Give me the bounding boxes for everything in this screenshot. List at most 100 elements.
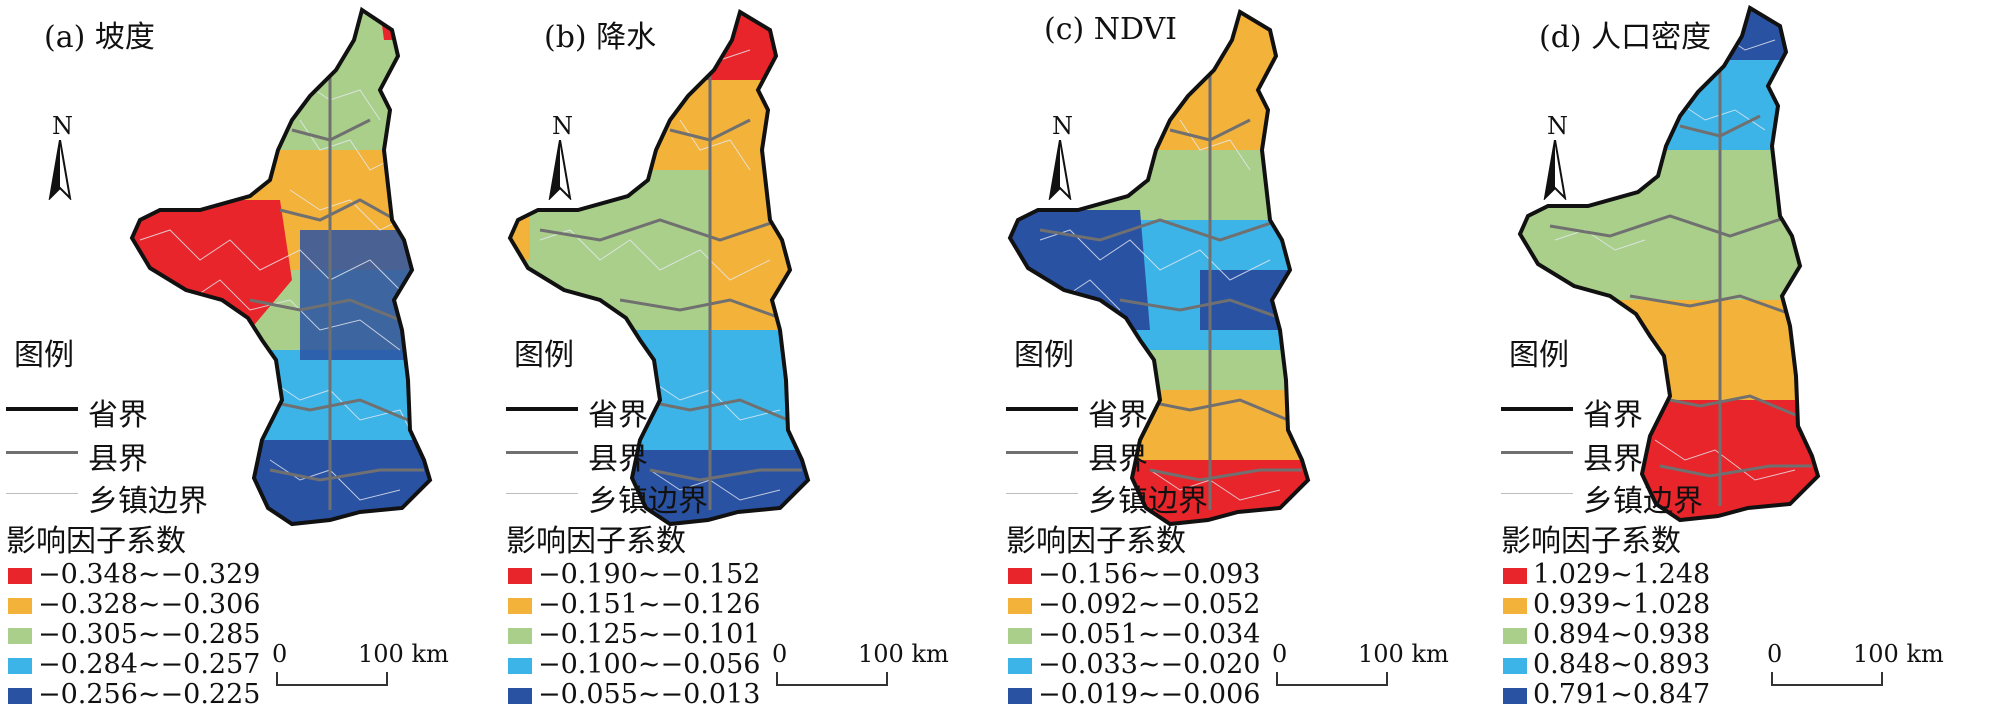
class-swatch bbox=[1008, 688, 1032, 704]
county-line-swatch bbox=[1501, 451, 1573, 454]
class-swatch bbox=[1503, 598, 1527, 614]
class-swatch bbox=[8, 598, 32, 614]
map-ndvi bbox=[1007, 8, 1311, 527]
class-swatch bbox=[1503, 658, 1527, 674]
county-line-swatch bbox=[6, 451, 78, 454]
county-line-swatch bbox=[506, 451, 578, 454]
map-population-density bbox=[1517, 4, 1821, 523]
scale-start: 0 bbox=[272, 640, 288, 668]
legend-line-township: 乡镇边界 bbox=[1006, 478, 1266, 519]
legend-title: 图例 bbox=[14, 338, 74, 373]
legend-title: 图例 bbox=[514, 338, 574, 373]
legend-class-2: −0.328~−0.306 bbox=[8, 589, 268, 620]
legend-class-1: −0.190~−0.152 bbox=[508, 559, 768, 590]
panel-title: (b) 降水 bbox=[544, 20, 657, 55]
class-swatch bbox=[508, 598, 532, 614]
legend-class-2: 0.939~1.028 bbox=[1503, 589, 1763, 620]
legend-line-province: 省界 bbox=[6, 392, 266, 433]
scale-end: 100 km bbox=[858, 640, 949, 668]
north-arrow-icon bbox=[1543, 140, 1567, 200]
north-arrow: N bbox=[1044, 112, 1084, 202]
class-swatch bbox=[1503, 628, 1527, 644]
legend-class-3: −0.305~−0.285 bbox=[8, 619, 268, 650]
class-swatch bbox=[1503, 568, 1527, 584]
legend-line-province: 省界 bbox=[1006, 392, 1266, 433]
legend-class-5: −0.019~−0.006 bbox=[1008, 679, 1268, 710]
panel-title: (a) 坡度 bbox=[44, 20, 155, 55]
legend-line-township: 乡镇边界 bbox=[1501, 478, 1761, 519]
legend-class-4: 0.848~0.893 bbox=[1503, 649, 1763, 680]
class-label: 0.894~0.938 bbox=[1533, 619, 1711, 650]
legend-line-province: 省界 bbox=[506, 392, 766, 433]
north-arrow-icon bbox=[1048, 140, 1072, 200]
class-label: −0.328~−0.306 bbox=[38, 589, 261, 620]
north-arrow: N bbox=[544, 112, 584, 202]
legend-class-4: −0.284~−0.257 bbox=[8, 649, 268, 680]
class-label: −0.092~−0.052 bbox=[1038, 589, 1261, 620]
legend-line-label: 县界 bbox=[588, 442, 648, 477]
legend-line-county: 县界 bbox=[506, 436, 766, 477]
class-swatch bbox=[1008, 568, 1032, 584]
legend-line-label: 乡镇边界 bbox=[1583, 484, 1703, 519]
north-arrow: N bbox=[1539, 112, 1579, 202]
class-label: −0.125~−0.101 bbox=[538, 619, 761, 650]
legend-line-county: 县界 bbox=[1501, 436, 1761, 477]
class-swatch bbox=[1008, 628, 1032, 644]
class-label: −0.348~−0.329 bbox=[38, 559, 261, 590]
class-label: −0.100~−0.056 bbox=[538, 649, 761, 680]
north-arrow-icon bbox=[48, 140, 72, 200]
province-line-swatch bbox=[6, 407, 78, 411]
class-swatch bbox=[8, 658, 32, 674]
legend-line-county: 县界 bbox=[1006, 436, 1266, 477]
legend-line-label: 县界 bbox=[1088, 442, 1148, 477]
legend-line-label: 乡镇边界 bbox=[588, 484, 708, 519]
panel-population-density: (d) 人口密度 N 图例 省界 县界 乡镇边界 影响因子系数 1.029~1.… bbox=[1495, 0, 1993, 720]
legend-class-2: −0.092~−0.052 bbox=[1008, 589, 1268, 620]
class-label: −0.305~−0.285 bbox=[38, 619, 261, 650]
class-label: 0.791~0.847 bbox=[1533, 679, 1711, 710]
coef-title: 影响因子系数 bbox=[1006, 524, 1186, 559]
class-label: 1.029~1.248 bbox=[1533, 559, 1711, 590]
township-line-swatch bbox=[506, 493, 578, 494]
scale-bar-line bbox=[1771, 672, 1883, 686]
legend-class-5: 0.791~0.847 bbox=[1503, 679, 1763, 710]
scale-start: 0 bbox=[1767, 640, 1783, 668]
class-label: −0.256~−0.225 bbox=[38, 679, 261, 710]
scale-start: 0 bbox=[1272, 640, 1288, 668]
panel-ndvi: (c) NDVI N 图例 省界 县界 乡镇边界 影响因子系数 −0.156~−… bbox=[1000, 0, 1498, 720]
class-label: −0.019~−0.006 bbox=[1038, 679, 1261, 710]
legend-line-township: 乡镇边界 bbox=[6, 478, 266, 519]
class-swatch bbox=[508, 688, 532, 704]
panel-precipitation: (b) 降水 N 图例 省界 县界 乡镇边界 影响因子系数 −0.190~−0.… bbox=[500, 0, 998, 720]
north-arrow-icon bbox=[548, 140, 572, 200]
class-label: −0.051~−0.034 bbox=[1038, 619, 1261, 650]
class-swatch bbox=[1008, 658, 1032, 674]
legend-line-label: 省界 bbox=[1088, 398, 1148, 433]
legend-class-2: −0.151~−0.126 bbox=[508, 589, 768, 620]
north-label: N bbox=[1052, 112, 1073, 140]
legend-class-3: −0.125~−0.101 bbox=[508, 619, 768, 650]
province-line-swatch bbox=[1501, 407, 1573, 411]
legend-class-3: −0.051~−0.034 bbox=[1008, 619, 1268, 650]
scale-bar-line bbox=[1276, 672, 1388, 686]
legend-line-label: 省界 bbox=[588, 398, 648, 433]
north-label: N bbox=[1547, 112, 1568, 140]
coef-title: 影响因子系数 bbox=[1501, 524, 1681, 559]
legend-line-province: 省界 bbox=[1501, 392, 1761, 433]
township-line-swatch bbox=[1006, 493, 1078, 494]
north-label: N bbox=[552, 112, 573, 140]
scale-end: 100 km bbox=[1358, 640, 1449, 668]
legend-class-5: −0.256~−0.225 bbox=[8, 679, 268, 710]
scale-bar: 0 100 km bbox=[1262, 640, 1462, 700]
class-label: 0.848~0.893 bbox=[1533, 649, 1711, 680]
scale-start: 0 bbox=[772, 640, 788, 668]
class-label: −0.033~−0.020 bbox=[1038, 649, 1261, 680]
class-label: −0.151~−0.126 bbox=[538, 589, 761, 620]
class-swatch bbox=[508, 658, 532, 674]
panel-slope: (a) 坡度 N 图例 省界 县界 乡镇边界 影响因子系数 −0.348~−0.… bbox=[0, 0, 498, 720]
class-label: −0.284~−0.257 bbox=[38, 649, 261, 680]
legend-line-label: 省界 bbox=[1583, 398, 1643, 433]
township-line-swatch bbox=[1501, 493, 1573, 494]
panel-title: (c) NDVI bbox=[1044, 12, 1178, 47]
legend-line-label: 乡镇边界 bbox=[1088, 484, 1208, 519]
